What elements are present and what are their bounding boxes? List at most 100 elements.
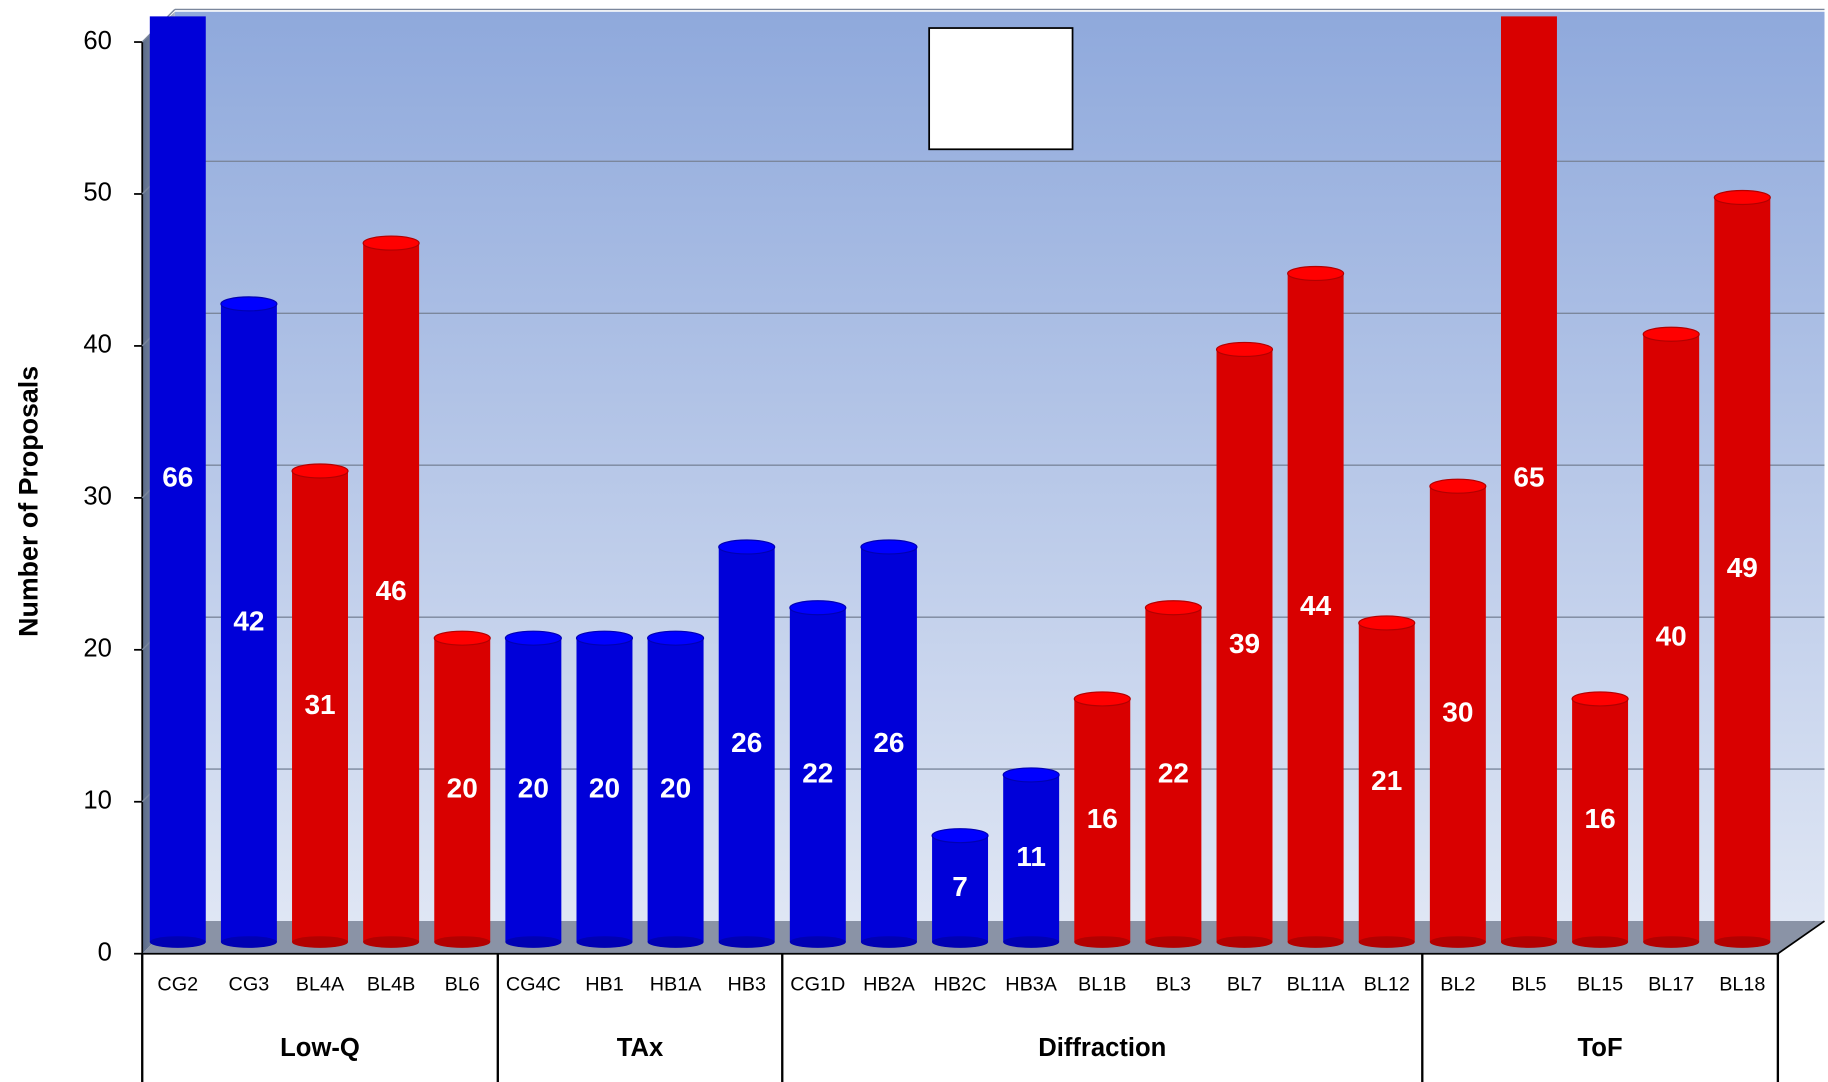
bar xyxy=(1714,197,1771,943)
bar xyxy=(292,471,348,943)
bar-base xyxy=(860,936,917,948)
bar-group xyxy=(291,463,349,948)
bar-base xyxy=(932,936,989,948)
value-label: 22 xyxy=(802,757,833,788)
bar xyxy=(1145,607,1202,943)
bar xyxy=(149,16,206,943)
bar-base xyxy=(505,936,562,948)
x-tick-label: CG3 xyxy=(229,973,270,995)
bar-group xyxy=(433,630,491,948)
x-axis-side xyxy=(1777,920,1826,955)
value-label: 16 xyxy=(1087,803,1118,834)
value-label: 66 xyxy=(162,462,193,493)
bar-base xyxy=(1572,936,1629,948)
value-label: 40 xyxy=(1656,621,1687,652)
bar-base xyxy=(220,936,277,948)
bar-cap xyxy=(1073,691,1131,707)
x-tick-label: BL15 xyxy=(1577,973,1623,995)
x-tick-label: BL6 xyxy=(445,973,480,995)
group-label: Low-Q xyxy=(280,1034,360,1062)
bar-cap xyxy=(1358,615,1416,631)
bar-base xyxy=(434,936,491,948)
bar xyxy=(1074,698,1131,943)
bar-group xyxy=(718,539,776,948)
x-tick-label: HB2C xyxy=(934,973,987,995)
bar-group xyxy=(1002,767,1060,948)
value-label: 21 xyxy=(1371,765,1402,796)
value-label: 11 xyxy=(1016,841,1046,872)
value-label: 65 xyxy=(1513,462,1544,493)
y-tick-label: 0 xyxy=(98,938,112,966)
x-tick-label: BL7 xyxy=(1227,973,1262,995)
bar-cap xyxy=(931,828,989,844)
bar-group xyxy=(931,828,989,948)
x-tick-label: HB3 xyxy=(727,973,766,995)
bar-group xyxy=(647,630,705,948)
x-tick-label: HB1 xyxy=(585,973,624,995)
x-tick-label: CG2 xyxy=(157,973,198,995)
legend-box xyxy=(928,27,1074,151)
group-label: ToF xyxy=(1578,1034,1623,1062)
bar-cap xyxy=(575,630,634,646)
bar xyxy=(1216,349,1273,943)
y-tick-label: 20 xyxy=(83,635,112,663)
bar-group xyxy=(1642,326,1700,948)
value-label: 31 xyxy=(304,689,335,720)
bar-cap xyxy=(220,296,278,312)
bar-group xyxy=(789,600,847,948)
bar xyxy=(647,638,704,943)
bar-base xyxy=(1287,936,1344,948)
bar-group xyxy=(1429,478,1487,948)
x-tick-label: HB3A xyxy=(1005,973,1058,995)
x-tick-label: BL2 xyxy=(1440,973,1475,995)
bar-base xyxy=(292,936,348,948)
y-tick-label: 50 xyxy=(83,179,112,207)
bar-base xyxy=(718,936,775,948)
bar-base xyxy=(1145,936,1202,948)
bar-group xyxy=(1358,615,1416,948)
x-tick-label: BL4B xyxy=(367,973,415,995)
value-label: 22 xyxy=(1158,757,1189,788)
bar-group xyxy=(1215,341,1274,948)
bar-base xyxy=(1358,936,1415,948)
bar xyxy=(932,835,989,943)
y-tick-label: 30 xyxy=(83,483,112,511)
bar xyxy=(1429,486,1486,943)
bar-group xyxy=(362,235,420,948)
x-tick-label: BL5 xyxy=(1511,973,1546,995)
bar-base xyxy=(789,936,846,948)
y-tick-label: 60 xyxy=(83,27,112,55)
x-tick-label: CG1D xyxy=(790,973,845,995)
bar xyxy=(1287,273,1344,943)
value-label: 42 xyxy=(233,605,264,636)
bar-cap xyxy=(1713,189,1771,206)
bar xyxy=(505,638,562,943)
bar-group xyxy=(1571,691,1629,948)
x-tick-label: BL3 xyxy=(1156,973,1191,995)
value-label: 26 xyxy=(873,727,904,758)
bar-group xyxy=(1500,16,1557,948)
value-label: 44 xyxy=(1300,590,1332,621)
value-label: 20 xyxy=(518,772,549,803)
bar xyxy=(1500,16,1557,943)
bar-cap xyxy=(789,600,847,616)
value-label: 39 xyxy=(1229,628,1260,659)
bar-base xyxy=(1643,936,1700,948)
value-label: 20 xyxy=(660,772,691,803)
bar-group xyxy=(1144,600,1202,948)
bar-base xyxy=(1500,936,1557,948)
bar-base xyxy=(1003,936,1060,948)
value-label: 46 xyxy=(376,575,407,606)
value-label: 30 xyxy=(1442,697,1473,728)
bar-base xyxy=(363,936,420,948)
bar-group xyxy=(1713,189,1771,948)
bar-cap xyxy=(718,539,776,555)
bar-group xyxy=(575,630,634,948)
bar-base xyxy=(1074,936,1131,948)
bar-base xyxy=(647,936,704,948)
bar-cap xyxy=(647,630,705,646)
group-label: Diffraction xyxy=(1038,1034,1166,1062)
bar-cap xyxy=(1215,341,1274,358)
x-tick-label: CG4C xyxy=(506,973,561,995)
y-tick-label: 10 xyxy=(83,787,112,815)
